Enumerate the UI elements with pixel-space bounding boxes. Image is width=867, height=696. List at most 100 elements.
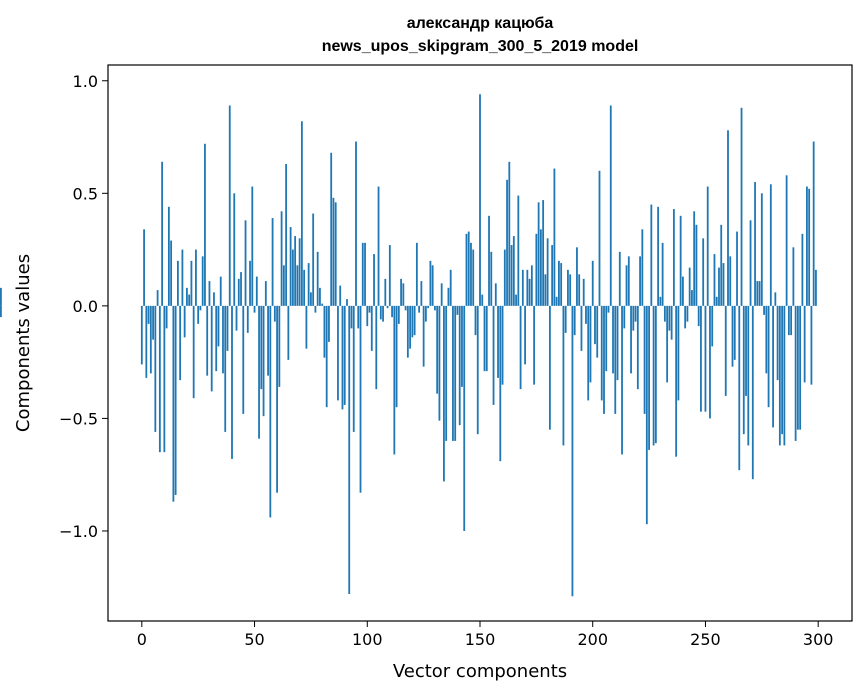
bar-67 (291, 249, 294, 306)
bar-289 (792, 247, 795, 306)
bar-61 (278, 305, 281, 387)
bar-140 (456, 305, 459, 315)
bar-53 (260, 305, 263, 390)
x-axis-ticks: 0 50 100 150 200 250 300 (137, 621, 833, 649)
bar-170 (524, 305, 526, 365)
bar-132 (438, 305, 441, 421)
bar-147 (472, 249, 475, 306)
bar-203 (598, 170, 601, 306)
bar-undefined (0, 287, 2, 306)
bar-15 (174, 305, 177, 495)
bar-245 (693, 211, 696, 306)
bar-217 (630, 305, 632, 374)
bar-267 (742, 305, 745, 435)
bar-126 (424, 305, 427, 322)
bar-156 (492, 305, 495, 405)
bar-236 (672, 209, 675, 306)
bar-266 (740, 107, 743, 306)
bar-151 (481, 294, 484, 306)
bar-102 (370, 305, 373, 351)
bar-297 (810, 305, 813, 385)
bar-124 (420, 281, 423, 306)
bar-95 (355, 141, 357, 306)
x-tick-label: 100 (352, 630, 383, 649)
bar-14 (172, 305, 175, 502)
bar-31 (210, 305, 213, 392)
bar-178 (542, 200, 545, 306)
bar-series (0, 94, 817, 597)
bar-70 (298, 238, 301, 306)
bar-292 (799, 305, 802, 430)
bar-71 (300, 121, 303, 306)
bar-8 (158, 305, 161, 453)
bar-26 (199, 305, 202, 311)
bar-72 (303, 269, 306, 306)
bar-39 (228, 105, 231, 306)
bar-79 (319, 287, 321, 306)
bar-129 (431, 265, 434, 306)
bar-55 (264, 281, 267, 306)
bar-117 (404, 305, 407, 311)
bar-98 (361, 242, 364, 306)
bar-224 (645, 305, 648, 525)
y-tick-label: 0.0 (73, 297, 98, 316)
bar-235 (670, 305, 673, 340)
bar-271 (751, 305, 754, 480)
bar-93 (350, 305, 353, 329)
bar-171 (526, 269, 529, 306)
bar-0 (140, 305, 143, 365)
bar-133 (440, 283, 443, 306)
bar-281 (774, 292, 777, 306)
bar-228 (654, 305, 657, 444)
bar-256 (718, 267, 720, 306)
bar-73 (305, 305, 308, 349)
bar-153 (485, 305, 488, 372)
bar-213 (621, 305, 623, 455)
bar-130 (434, 305, 436, 311)
bar-259 (724, 305, 727, 396)
bar-18 (181, 249, 184, 306)
x-tick-label: 0 (137, 630, 147, 649)
x-tick-label: 250 (690, 630, 721, 649)
bar-44 (240, 272, 242, 306)
bar-233 (666, 305, 669, 383)
bar-43 (237, 278, 240, 306)
bar-257 (720, 224, 723, 306)
bar-58 (271, 218, 274, 306)
bar-243 (688, 267, 691, 306)
bar-86 (334, 202, 337, 306)
bar-128 (429, 260, 432, 306)
bar-152 (483, 305, 486, 372)
bar-211 (616, 305, 619, 381)
bar-69 (296, 265, 299, 306)
bar-9 (161, 161, 164, 306)
bar-226 (650, 204, 653, 306)
bar-107 (382, 305, 384, 322)
bar-165 (512, 236, 515, 306)
bar-249 (702, 238, 705, 306)
bar-286 (785, 175, 788, 306)
bar-246 (695, 224, 698, 306)
bar-283 (778, 305, 781, 446)
bar-undefined (0, 305, 2, 318)
bar-239 (679, 215, 682, 306)
bar-111 (391, 305, 393, 318)
bar-45 (242, 305, 245, 414)
bar-41 (233, 193, 236, 306)
bar-214 (623, 305, 626, 329)
bar-244 (691, 290, 693, 306)
chart-subtitle: news_upos_skipgram_300_5_2019 model (322, 38, 639, 55)
y-tick-label: 0.5 (73, 184, 98, 203)
y-tick-label: −0.5 (59, 409, 98, 428)
bar-22 (190, 260, 193, 306)
bar-34 (217, 305, 220, 347)
bar-110 (388, 245, 391, 306)
bar-40 (231, 305, 233, 459)
bar-191 (571, 305, 574, 597)
bar-202 (596, 305, 599, 358)
bar-270 (749, 220, 752, 306)
bar-205 (603, 305, 605, 414)
bar-254 (713, 254, 716, 306)
x-axis-label: Vector components (393, 661, 567, 682)
bar-293 (801, 233, 804, 306)
